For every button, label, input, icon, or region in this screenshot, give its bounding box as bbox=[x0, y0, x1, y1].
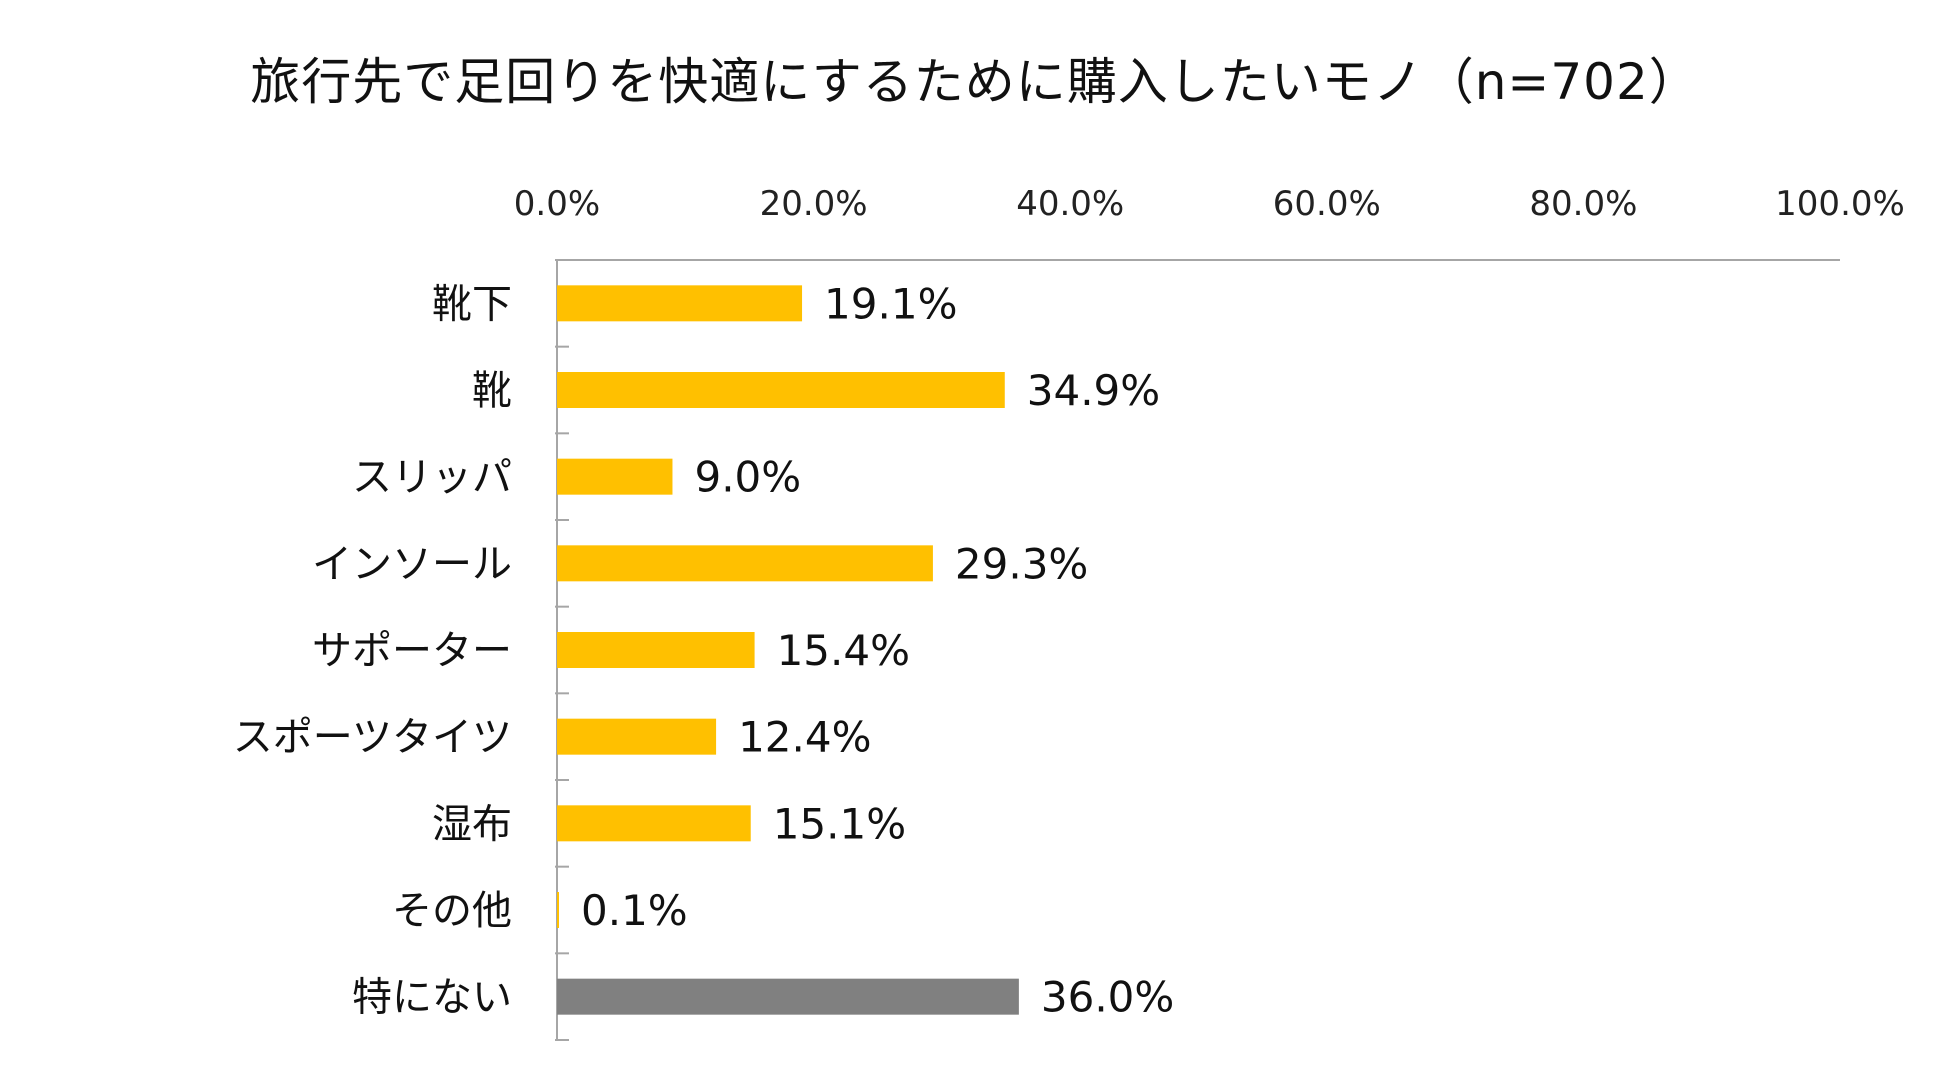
bar bbox=[557, 545, 933, 582]
data-label: 19.1% bbox=[824, 279, 957, 328]
data-label: 0.1% bbox=[581, 886, 688, 935]
data-label: 9.0% bbox=[694, 453, 801, 502]
category-label: スリッパ bbox=[352, 455, 512, 501]
bar bbox=[557, 285, 803, 322]
category-label: 靴 bbox=[472, 368, 512, 414]
x-tick-label: 40.0% bbox=[1016, 184, 1124, 224]
data-label: 29.3% bbox=[955, 539, 1088, 588]
category-label: その他 bbox=[392, 888, 512, 934]
x-tick-label: 20.0% bbox=[760, 184, 868, 224]
data-label: 15.1% bbox=[773, 799, 906, 848]
bar bbox=[557, 632, 755, 668]
category-label: サポーター bbox=[312, 628, 512, 674]
x-tick-label: 80.0% bbox=[1529, 184, 1637, 224]
chart-title: 旅行先で足回りを快適にするために購入したいモノ（n=702） bbox=[250, 53, 1700, 111]
bar bbox=[557, 718, 717, 755]
data-label: 15.4% bbox=[777, 626, 910, 675]
x-tick-label: 0.0% bbox=[514, 184, 600, 224]
data-label: 36.0% bbox=[1041, 973, 1174, 1022]
data-label: 34.9% bbox=[1027, 366, 1160, 415]
category-label: 特にない bbox=[352, 975, 512, 1021]
x-tick-label: 60.0% bbox=[1273, 184, 1381, 224]
category-label: 靴下 bbox=[432, 281, 512, 327]
bar bbox=[557, 372, 1005, 408]
bar bbox=[557, 892, 559, 928]
category-label: 湿布 bbox=[432, 801, 512, 847]
category-label: インソール bbox=[312, 541, 512, 587]
data-label: 12.4% bbox=[738, 713, 871, 762]
bar bbox=[557, 805, 751, 842]
bar bbox=[557, 458, 673, 495]
x-tick-label: 100.0% bbox=[1775, 184, 1905, 224]
category-label: スポーツタイツ bbox=[233, 715, 512, 761]
bar bbox=[557, 978, 1019, 1015]
